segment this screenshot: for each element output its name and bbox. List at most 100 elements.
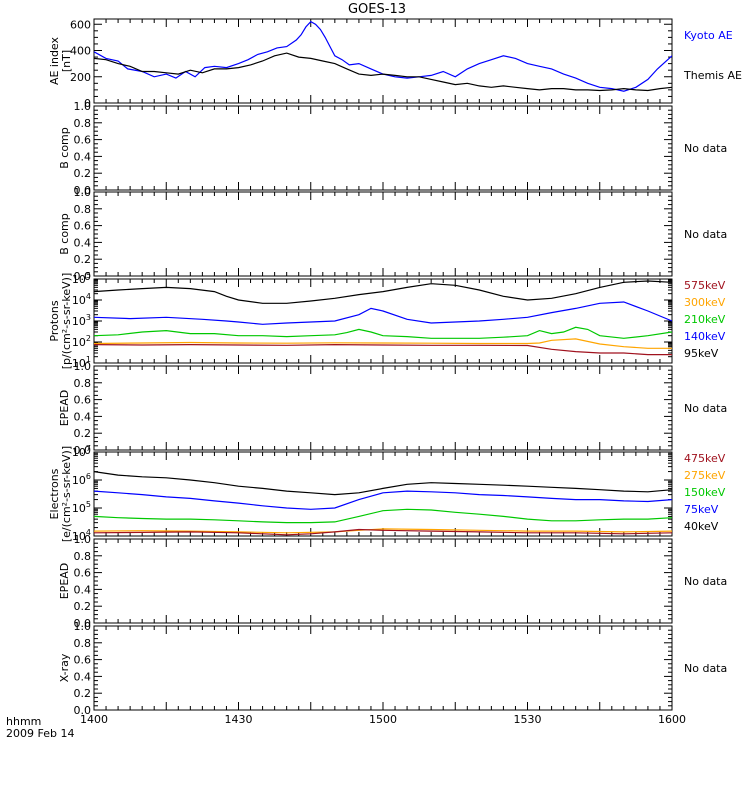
legend-entry: 575keV	[684, 279, 726, 292]
y-tick-label: 0.6	[74, 654, 92, 667]
y-tick-label: 0.6	[74, 220, 92, 233]
y-axis-unit-label: [e/(cm²-s-sr-keV)]	[60, 446, 73, 542]
panel-epead1: 0.0 0.2 0.4 0.6 0.8 1.0 EPEAD No data	[58, 360, 727, 457]
panel-xray: 0.0 0.2 0.4 0.6 0.8 1.0 X-ray No data	[58, 620, 727, 717]
y-tick-label: 0.2	[74, 600, 92, 613]
y-tick-label: 0.2	[74, 687, 92, 700]
panel-frame	[93, 451, 673, 537]
x-tick-label: 1500	[369, 713, 397, 726]
y-tick-label: 0.0	[74, 270, 92, 283]
no-data-message: No data	[684, 142, 727, 155]
x-tick-label: 1600	[658, 713, 686, 726]
x-axis-labels: hhmm 2009 Feb 14 1400 1430 1500 1530 1600	[6, 713, 686, 740]
y-tick-label: 0.4	[74, 583, 92, 596]
panel-frame	[93, 625, 673, 711]
y-tick-label: 0.0	[74, 617, 92, 630]
y-tick-label: 105	[72, 500, 91, 515]
legend-entry: 140keV	[684, 330, 726, 343]
y-tick-label: 200	[70, 71, 91, 84]
legend-entry: 75keV	[684, 503, 719, 516]
y-tick-label: 0.8	[74, 637, 92, 650]
y-tick-label: 0.4	[74, 236, 92, 249]
y-tick-label: 600	[70, 18, 91, 31]
y-axis-label: EPEAD	[58, 563, 71, 600]
series-line-150kev	[94, 508, 672, 524]
y-tick-label: 1.0	[74, 186, 92, 199]
series-line-40kev	[94, 471, 672, 496]
panel-bcomp1: 0.0 0.2 0.4 0.6 0.8 1.0 B comp No data	[58, 100, 727, 197]
no-data-message: No data	[684, 662, 727, 675]
y-tick-label: 1.0	[74, 100, 92, 113]
legend-entry: 300keV	[684, 296, 726, 309]
y-tick-label: 0.8	[74, 117, 92, 130]
series-line-575kev	[94, 343, 672, 356]
y-axis-label: B comp	[58, 127, 71, 169]
panel-frame	[93, 191, 673, 277]
series-line-300kev	[94, 338, 672, 349]
y-tick-label: 1.0	[74, 360, 92, 373]
y-tick-label: 400	[70, 45, 91, 58]
y-axis-label: B comp	[58, 213, 71, 255]
y-axis-label: AE index	[48, 36, 61, 85]
legend-entry: 150keV	[684, 486, 726, 499]
y-tick-label: 0.4	[74, 410, 92, 423]
y-tick-label: 104	[72, 292, 91, 307]
y-tick-label: 0.4	[74, 670, 92, 683]
y-tick-label: 103	[72, 313, 91, 328]
panel-frame	[93, 365, 673, 451]
legend-entry: 275keV	[684, 469, 726, 482]
no-data-message: No data	[684, 575, 727, 588]
y-tick-label: 0.8	[74, 550, 92, 563]
legend-entry: 210keV	[684, 313, 726, 326]
legend-entry: 475keV	[684, 452, 726, 465]
y-tick-label: 0.6	[74, 394, 92, 407]
panel-bcomp2: 0.0 0.2 0.4 0.6 0.8 1.0 B comp No data	[58, 186, 727, 283]
y-tick-label: 0.8	[74, 377, 92, 390]
y-tick-label: 0.0	[74, 704, 92, 717]
no-data-message: No data	[684, 402, 727, 415]
y-tick-label: 0.2	[74, 427, 92, 440]
y-tick-label: 0.4	[74, 150, 92, 163]
series-line-themis-ae	[94, 52, 672, 92]
legend-entry: 95keV	[684, 347, 719, 360]
x-tick-label: 1400	[80, 713, 108, 726]
y-tick-label: 0	[84, 97, 91, 110]
y-tick-label: 0.0	[74, 184, 92, 197]
y-tick-label: 1.0	[74, 533, 92, 546]
panel-epead2: 0.0 0.2 0.4 0.6 0.8 1.0 EPEAD No data	[58, 533, 727, 630]
y-tick-label: 0.0	[74, 444, 92, 457]
x-axis-unit-label: hhmm	[6, 715, 41, 728]
panel-frame	[93, 105, 673, 191]
series-line-140kev	[94, 301, 672, 325]
legend-entry: Themis AE	[683, 69, 742, 82]
y-axis-label: Electrons	[48, 468, 61, 519]
series-line-475kev	[94, 528, 672, 536]
panel-ae: 0 200 400 600 AE index [nT] Kyoto AE Themis AE	[48, 18, 742, 110]
y-tick-label: 0.2	[74, 167, 92, 180]
y-axis-unit-label: [nT]	[60, 50, 73, 72]
series-line-95kev	[94, 280, 672, 304]
y-tick-label: 0.8	[74, 203, 92, 216]
y-tick-label: 102	[72, 334, 91, 349]
x-tick-label: 1430	[225, 713, 253, 726]
x-axis-date-label: 2009 Feb 14	[6, 727, 74, 740]
panel-frame	[93, 538, 673, 624]
series-line-210kev	[94, 326, 672, 339]
y-tick-label: 0.2	[74, 253, 92, 266]
series-line-kyoto-ae	[94, 20, 672, 92]
chart-title: GOES-13	[348, 2, 406, 17]
y-axis-label: X-ray	[58, 653, 71, 682]
no-data-message: No data	[684, 228, 727, 241]
x-tick-label: 1530	[514, 713, 542, 726]
y-axis-label: Protons	[48, 300, 61, 341]
y-axis-label: EPEAD	[58, 390, 71, 427]
y-tick-label: 0.6	[74, 134, 92, 147]
y-axis-unit-label: [p/(cm²-s-sr-keV)]	[60, 273, 73, 370]
y-tick-label: 106	[72, 472, 91, 487]
y-tick-label: 105	[72, 271, 91, 286]
series-line-75kev	[94, 490, 672, 510]
